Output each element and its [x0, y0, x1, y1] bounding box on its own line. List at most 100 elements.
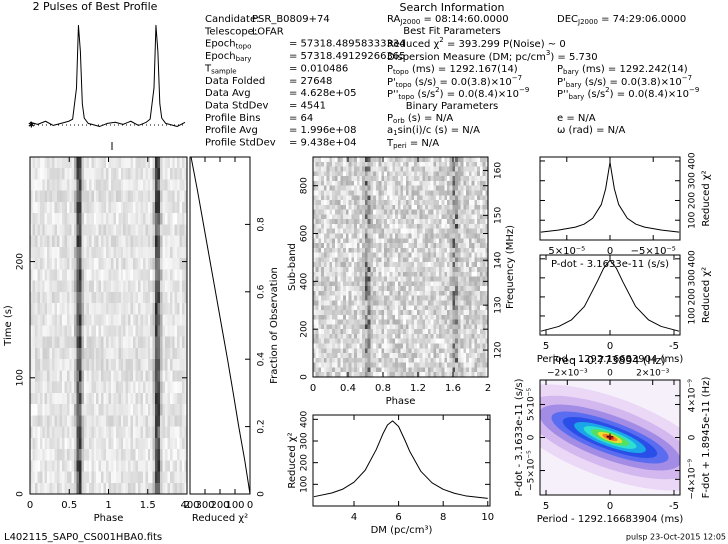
pixel [334, 267, 338, 273]
pixel [323, 300, 327, 306]
pixel [32, 482, 36, 495]
pixel [155, 392, 158, 405]
pixel [142, 235, 146, 248]
pixel [414, 166, 418, 172]
pixel [400, 338, 404, 344]
pixel [433, 209, 437, 215]
pixel [39, 471, 43, 484]
pixel [482, 247, 486, 253]
pixel [157, 190, 161, 203]
pixel [32, 370, 36, 382]
pixel [130, 280, 134, 293]
pixel [384, 290, 388, 296]
pixel [362, 333, 366, 340]
pixel [359, 257, 363, 263]
pixel [351, 161, 355, 167]
pixel [375, 348, 379, 354]
pixel [162, 482, 166, 495]
pixel [160, 482, 163, 495]
pixel [359, 243, 363, 249]
pixel [147, 269, 151, 281]
pixel [39, 426, 43, 439]
pixel [405, 305, 410, 311]
pixel [118, 224, 122, 236]
pixel [400, 166, 404, 172]
pixel [479, 190, 483, 196]
pixel [98, 280, 102, 293]
pixel [179, 471, 183, 484]
pixel [174, 179, 178, 191]
pixel [337, 267, 341, 273]
pixel [367, 338, 371, 344]
pixel [378, 257, 382, 263]
pixel [471, 247, 475, 253]
pixel [340, 252, 344, 258]
pixel [345, 200, 349, 206]
pixel [433, 329, 437, 335]
pixel [113, 168, 117, 180]
pixel [86, 381, 90, 394]
pixel [182, 246, 185, 259]
pixel [133, 258, 136, 270]
pixel [403, 238, 407, 244]
pixel [323, 228, 327, 234]
pixel [81, 404, 85, 416]
pixel [337, 161, 341, 167]
pixel [436, 357, 440, 363]
pixel [334, 166, 338, 172]
pixel [337, 200, 341, 206]
pixel [343, 348, 347, 354]
pixel [64, 190, 68, 203]
pixel [76, 336, 80, 349]
pixel [466, 310, 470, 316]
pixel [150, 258, 153, 270]
pixel [433, 214, 437, 220]
pixel [91, 190, 95, 203]
pixel [172, 370, 176, 382]
pixel [76, 235, 80, 248]
pixel [61, 392, 65, 405]
pixel [444, 343, 448, 349]
pixel [370, 257, 374, 263]
pixel [133, 449, 136, 461]
pixel [155, 235, 158, 248]
pixel [184, 381, 188, 394]
pixel [52, 482, 55, 495]
pixel [315, 267, 319, 273]
pixel [384, 314, 388, 320]
pixel [177, 179, 180, 191]
pixel [56, 437, 60, 450]
pixel [463, 214, 467, 220]
pixel [313, 252, 317, 258]
pixel [37, 370, 41, 382]
pixel [364, 324, 368, 330]
pixel [400, 233, 404, 239]
pixel [152, 415, 156, 427]
pixel [110, 280, 114, 293]
pixel [354, 324, 358, 330]
pixel [54, 381, 58, 394]
pixel [147, 482, 151, 495]
pixel [110, 370, 114, 382]
pixel [169, 347, 173, 360]
pixel [378, 281, 382, 287]
pixel [103, 201, 107, 214]
pixel [174, 449, 178, 461]
pixel [340, 281, 344, 287]
pixel [110, 213, 114, 225]
pixel [425, 353, 429, 359]
pixel [326, 243, 330, 249]
pixel [433, 324, 437, 330]
pixel [39, 381, 43, 394]
pixel [115, 381, 119, 394]
pixel [108, 359, 112, 371]
pixel [416, 180, 420, 186]
pixel [147, 213, 151, 225]
pixel [130, 190, 134, 203]
pixel [123, 325, 126, 338]
pixel [334, 353, 338, 359]
pixel [66, 426, 70, 439]
pixel [323, 324, 327, 330]
pixel [103, 168, 107, 180]
pixel [466, 300, 470, 306]
